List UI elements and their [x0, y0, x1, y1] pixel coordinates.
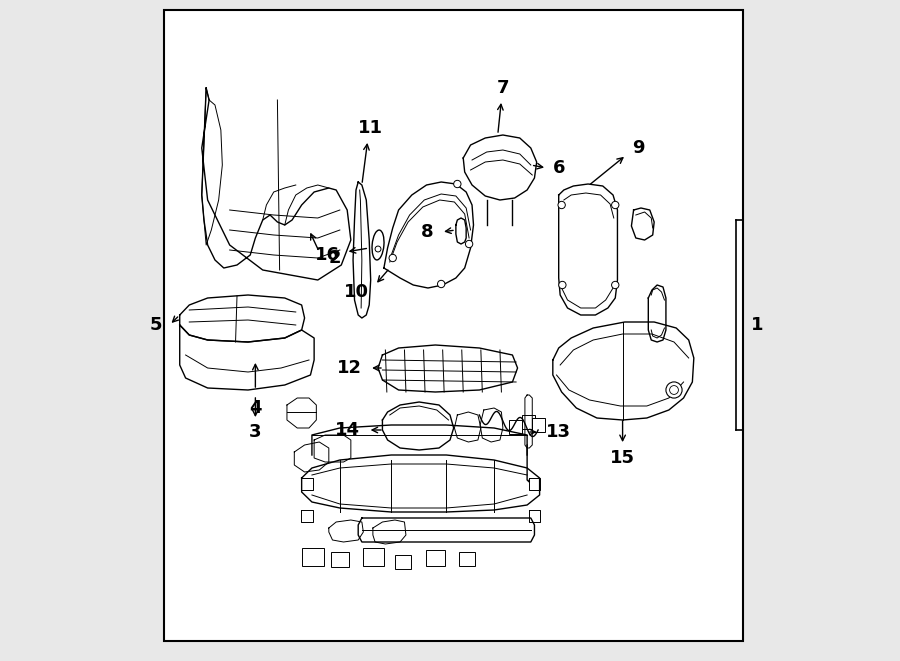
Text: 12: 12: [337, 359, 362, 377]
Text: 8: 8: [421, 223, 434, 241]
Text: 13: 13: [545, 423, 571, 441]
Bar: [508, 420, 522, 434]
Circle shape: [612, 282, 619, 289]
Text: 5: 5: [149, 316, 162, 334]
Bar: [364, 548, 384, 566]
Text: 15: 15: [610, 449, 635, 467]
Bar: [459, 552, 475, 566]
Text: 10: 10: [344, 283, 369, 301]
Text: 11: 11: [358, 119, 383, 137]
Text: 16: 16: [315, 246, 340, 264]
Text: 4: 4: [249, 399, 262, 417]
Bar: [302, 548, 324, 566]
Bar: [331, 552, 349, 567]
Text: 3: 3: [249, 423, 262, 441]
Circle shape: [389, 254, 396, 262]
Circle shape: [559, 282, 566, 289]
Circle shape: [666, 382, 682, 398]
Text: 1: 1: [752, 316, 763, 334]
Text: 7: 7: [497, 79, 509, 97]
Bar: [522, 415, 536, 429]
Circle shape: [465, 241, 472, 248]
Circle shape: [454, 180, 461, 188]
Bar: [532, 418, 545, 432]
Text: 6: 6: [553, 159, 565, 177]
Bar: [395, 555, 411, 569]
Text: 14: 14: [336, 421, 360, 439]
Circle shape: [612, 202, 619, 209]
Bar: [427, 550, 445, 566]
Circle shape: [558, 202, 565, 209]
Bar: [165, 10, 742, 641]
Text: 2: 2: [328, 249, 341, 267]
Text: 9: 9: [632, 139, 644, 157]
Circle shape: [437, 280, 445, 288]
Ellipse shape: [372, 230, 384, 260]
